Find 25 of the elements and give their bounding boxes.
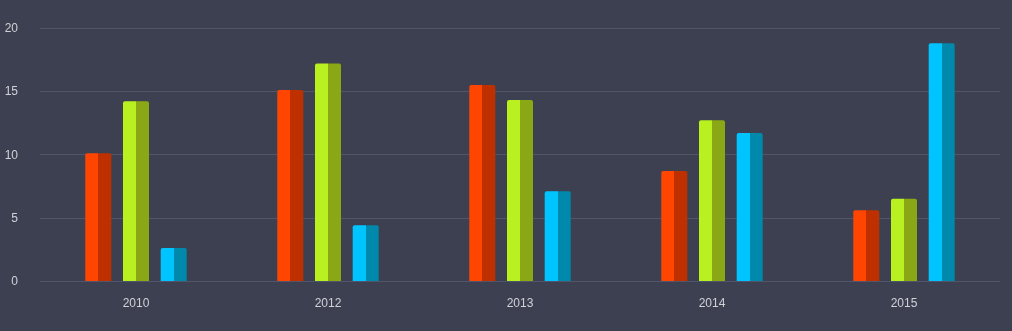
bar: [699, 120, 725, 281]
y-tick-label: 0: [11, 274, 19, 288]
bar: [277, 89, 304, 281]
x-tick-label: 2013: [506, 296, 534, 310]
y-tick-label: 15: [4, 84, 19, 99]
bar: [352, 225, 379, 281]
bar: [160, 248, 187, 281]
bar: [507, 100, 533, 281]
bar: [853, 210, 880, 281]
bar: [661, 170, 688, 281]
x-tick-label: 2015: [890, 296, 918, 310]
bar: [123, 101, 149, 281]
bar: [736, 133, 763, 281]
bar: [544, 191, 571, 281]
bar: [928, 43, 955, 281]
x-tick-label: 2010: [122, 296, 150, 310]
x-tick-label: 2014: [698, 296, 726, 310]
y-tick-label: 20: [4, 21, 19, 35]
bar: [85, 153, 112, 281]
x-tick-label: 2012: [314, 296, 342, 310]
bar: [315, 63, 341, 281]
y-tick-label: 5: [11, 210, 19, 225]
y-tick-label: 10: [4, 147, 19, 162]
bar: [891, 198, 917, 281]
bar: [469, 84, 496, 281]
